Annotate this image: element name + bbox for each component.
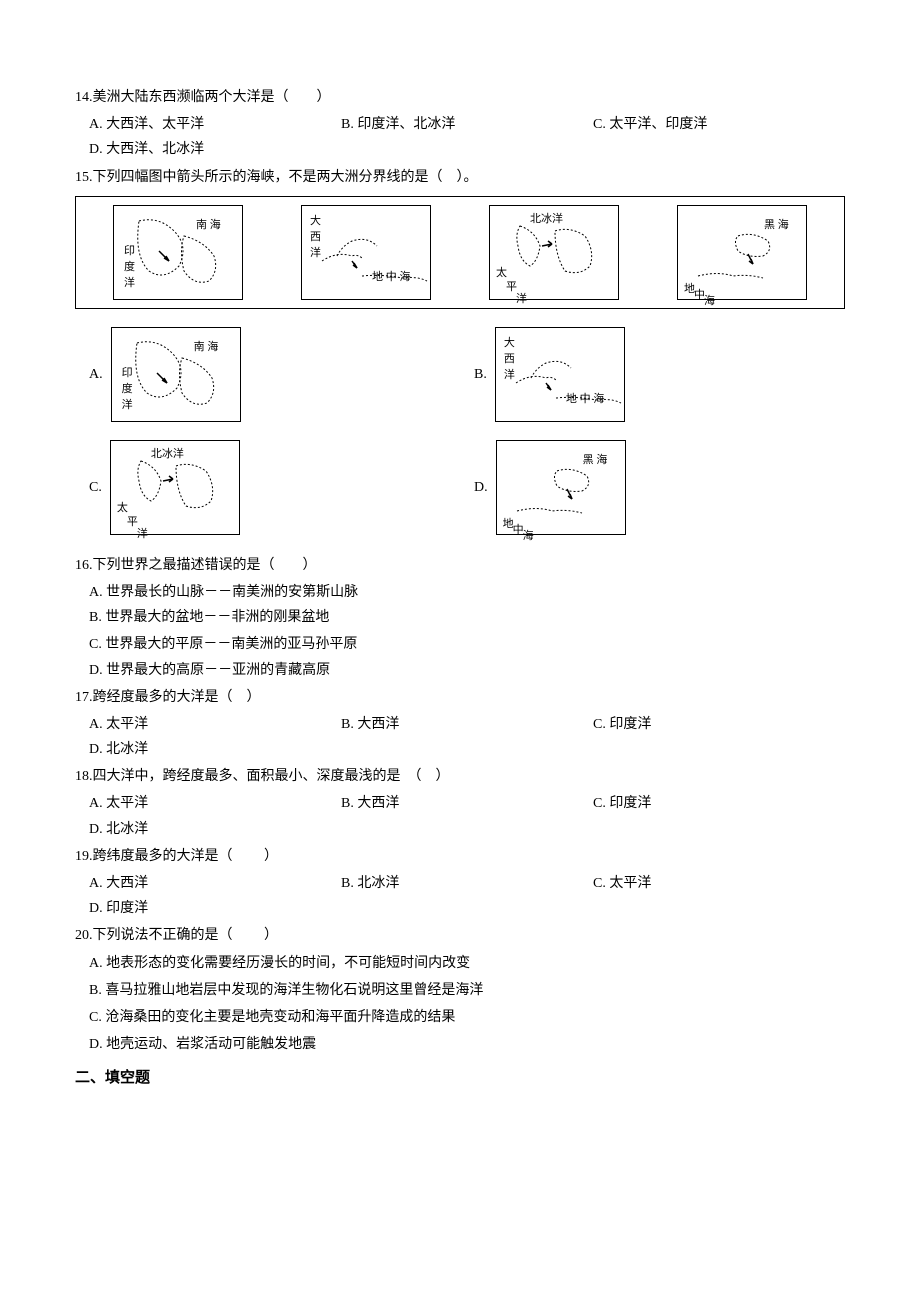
question-17-options: A. 太平洋 B. 大西洋 C. 印度洋 D. 北冰洋: [75, 712, 845, 762]
q14-option-c: C. 太平洋、印度洋: [593, 112, 805, 137]
map-label: 海: [704, 292, 715, 312]
question-16-options-row1: A. 世界最长的山脉－－南美洲的安第斯山脉 B. 世界最大的盆地－－非洲的刚果盆…: [75, 580, 845, 630]
q19-option-c: C. 太平洋: [593, 871, 805, 896]
map-label: 洋: [516, 290, 527, 310]
map-label: 海: [523, 527, 534, 547]
question-18-options: A. 太平洋 B. 大西洋 C. 印度洋 D. 北冰洋: [75, 791, 845, 841]
map-label: 南 海: [196, 216, 221, 236]
question-14-options: A. 大西洋、太平洋 B. 印度洋、北冰洋 C. 太平洋、印度洋 D. 大西洋、…: [75, 112, 845, 162]
q17-option-c: C. 印度洋: [593, 712, 805, 737]
map-label: 洋: [137, 525, 148, 545]
q16-option-b: B. 世界最大的盆地－－非洲的刚果盆地: [89, 605, 467, 630]
map-sketch-icon: [302, 206, 432, 301]
map-label: 北冰洋: [151, 445, 184, 465]
q20-option-d: D. 地壳运动、岩浆活动可能触发地震: [75, 1032, 845, 1057]
q20-option-a: A. 地表形态的变化需要经历漫长的时间，不可能短时间内改变: [75, 951, 845, 976]
q17-option-b: B. 大西洋: [341, 712, 553, 737]
map-label: 洋: [122, 396, 133, 416]
map-label: 地 中 海: [566, 390, 605, 410]
q19-option-a: A. 大西洋: [89, 871, 301, 896]
q18-option-c: C. 印度洋: [593, 791, 805, 816]
q15-option-a-label: A.: [75, 362, 103, 387]
map-label: 北冰洋: [530, 210, 563, 230]
question-15-stem: 15.下列四幅图中箭头所示的海峡，不是两大洲分界线的是（ ）。: [75, 165, 845, 190]
q16-option-d: D. 世界最大的高原－－亚洲的青藏高原: [89, 658, 467, 683]
question-17-stem: 17.跨经度最多的大洋是（ ）: [75, 685, 845, 710]
q15-options-row-1: A. 南 海 印 度 洋 B. 大 西 洋: [75, 327, 845, 422]
q16-option-a: A. 世界最长的山脉－－南美洲的安第斯山脉: [89, 580, 467, 605]
q14-option-b: B. 印度洋、北冰洋: [341, 112, 553, 137]
q16-option-c: C. 世界最大的平原－－南美洲的亚马孙平原: [89, 632, 467, 657]
q18-option-a: A. 太平洋: [89, 791, 301, 816]
q15-composite-maps: 南 海 印 度 洋 大 西 洋 地 中 海 北冰洋 太 平 洋: [75, 196, 845, 309]
map-label: 南 海: [194, 338, 219, 358]
map-label: 地 中 海: [372, 268, 411, 288]
question-14-stem: 14.美洲大陆东西濒临两个大洋是（ ）: [75, 85, 845, 110]
question-16-options-row2: C. 世界最大的平原－－南美洲的亚马孙平原 D. 世界最大的高原－－亚洲的青藏高…: [75, 632, 845, 682]
question-19-options: A. 大西洋 B. 北冰洋 C. 太平洋 D. 印度洋: [75, 871, 845, 921]
question-20-stem: 20.下列说法不正确的是（ ）: [75, 923, 845, 948]
map-label: 洋: [310, 244, 321, 264]
q15-options-row-2: C. 北冰洋 太 平 洋 D. 黑 海 地 中 海: [75, 440, 845, 535]
q18-option-d: D. 北冰洋: [89, 817, 805, 842]
q15-option-b-map: 大 西 洋 地 中 海: [495, 327, 625, 422]
q17-option-a: A. 太平洋: [89, 712, 301, 737]
q14-option-a: A. 大西洋、太平洋: [89, 112, 301, 137]
q17-option-d: D. 北冰洋: [89, 737, 805, 762]
question-16-stem: 16.下列世界之最描述错误的是（ ）: [75, 553, 845, 578]
map-label: 黑 海: [583, 451, 608, 471]
map-sketch-icon: [496, 328, 626, 423]
q15-option-c-map: 北冰洋 太 平 洋: [110, 440, 240, 535]
q15-composite-map-3: 北冰洋 太 平 洋: [489, 205, 619, 300]
question-18-stem: 18.四大洋中，跨经度最多、面积最小、深度最浅的是 （ ）: [75, 764, 845, 789]
q15-option-b-label: B.: [460, 362, 487, 387]
q15-option-d-map: 黑 海 地 中 海: [496, 440, 626, 535]
q14-option-d: D. 大西洋、北冰洋: [89, 137, 805, 162]
q19-option-d: D. 印度洋: [89, 896, 805, 921]
question-19-stem: 19.跨纬度最多的大洋是（ ）: [75, 844, 845, 869]
map-label: 洋: [504, 366, 515, 386]
q15-composite-map-1: 南 海 印 度 洋: [113, 205, 243, 300]
section-2-header: 二、填空题: [75, 1065, 845, 1092]
map-label: 黑 海: [764, 216, 789, 236]
q20-option-c: C. 沧海桑田的变化主要是地壳变动和海平面升降造成的结果: [75, 1005, 845, 1030]
q18-option-b: B. 大西洋: [341, 791, 553, 816]
q15-composite-map-2: 大 西 洋 地 中 海: [301, 205, 431, 300]
q15-option-a-map: 南 海 印 度 洋: [111, 327, 241, 422]
q19-option-b: B. 北冰洋: [341, 871, 553, 896]
q20-option-b: B. 喜马拉雅山地岩层中发现的海洋生物化石说明这里曾经是海洋: [75, 978, 845, 1003]
q15-option-c-label: C.: [75, 475, 102, 500]
map-label: 洋: [124, 274, 135, 294]
q15-composite-map-4: 黑 海 地 中 海: [677, 205, 807, 300]
q15-option-d-label: D.: [460, 475, 488, 500]
